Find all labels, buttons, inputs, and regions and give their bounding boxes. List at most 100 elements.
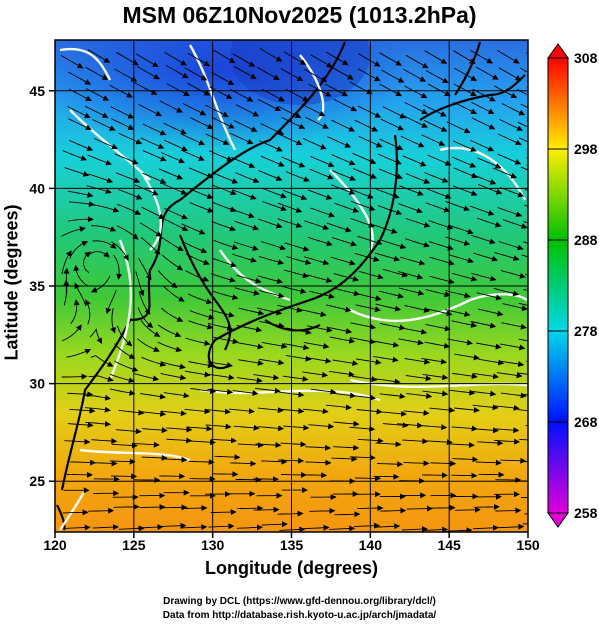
- streamline: [255, 442, 282, 448]
- streamline: [166, 426, 193, 433]
- streamline: [230, 460, 257, 467]
- streamline: [280, 441, 307, 448]
- streamline: [85, 299, 91, 325]
- streamline: [427, 188, 452, 200]
- streamline: [232, 390, 259, 396]
- streamline: [256, 66, 280, 80]
- streamline: [62, 509, 89, 516]
- streamline: [189, 310, 215, 320]
- streamline: [140, 137, 165, 149]
- streamline: [501, 103, 526, 116]
- streamline: [305, 459, 332, 466]
- streamline: [473, 503, 500, 510]
- streamline: [475, 66, 499, 80]
- streamline: [238, 359, 264, 366]
- streamline: [187, 82, 211, 96]
- streamline: [375, 441, 402, 448]
- streamline: [470, 50, 493, 64]
- streamline: [498, 360, 525, 367]
- streamline: [61, 226, 86, 237]
- streamline: [261, 521, 288, 528]
- streamline: [380, 507, 407, 514]
- streamline: [303, 524, 330, 531]
- streamline: [118, 132, 143, 145]
- streamline: [159, 100, 183, 113]
- streamline: [452, 140, 477, 152]
- streamline: [496, 372, 523, 379]
- streamline: [109, 388, 136, 396]
- streamline: [406, 505, 433, 512]
- streamline: [69, 407, 96, 414]
- streamline: [61, 373, 88, 380]
- streamline: [429, 256, 455, 266]
- streamline: [470, 139, 495, 152]
- streamline: [205, 423, 232, 430]
- streamline: [141, 427, 168, 434]
- streamline: [302, 104, 326, 117]
- streamline: [307, 274, 333, 283]
- streamline: [520, 166, 528, 171]
- map-title: MSM 06Z10Nov2025 (1013.2hPa): [122, 2, 477, 28]
- streamline: [180, 149, 205, 161]
- streamline: [105, 289, 117, 315]
- streamline: [256, 307, 283, 316]
- streamline: [310, 155, 335, 168]
- streamline: [406, 392, 433, 399]
- streamline: [109, 373, 135, 384]
- streamline: [234, 220, 260, 231]
- x-axis-label: Longitude (degrees): [204, 558, 378, 578]
- streamline: [67, 216, 94, 223]
- streamline: [519, 438, 528, 441]
- streamline: [375, 188, 400, 199]
- streamline: [166, 83, 190, 96]
- streamline: [211, 220, 236, 232]
- streamline: [405, 217, 431, 228]
- streamline: [357, 235, 383, 246]
- streamline: [284, 242, 310, 252]
- streamline: [500, 270, 526, 279]
- colorbar-tick-label: 298: [574, 141, 598, 157]
- streamline: [64, 438, 91, 445]
- streamline: [430, 460, 457, 467]
- streamline: [451, 320, 478, 328]
- streamline: [278, 457, 305, 464]
- streamline: [517, 409, 528, 412]
- x-tick-label: 120: [43, 537, 67, 553]
- streamline: [310, 388, 337, 395]
- streamline: [110, 106, 135, 119]
- streamline: [449, 389, 476, 396]
- streamline: [230, 89, 254, 102]
- streamline: [285, 171, 310, 182]
- streamline: [427, 154, 452, 166]
- streamline: [66, 348, 92, 358]
- streamline: [161, 307, 184, 322]
- streamline: [233, 424, 260, 431]
- colorbar-min-arrow: [547, 512, 569, 528]
- streamline: [93, 137, 118, 150]
- streamline: [448, 224, 474, 235]
- streamline: [525, 425, 528, 427]
- streamline: [502, 303, 528, 312]
- streamline: [522, 288, 528, 292]
- streamline: [164, 207, 188, 220]
- streamline: [184, 408, 211, 415]
- streamline: [163, 286, 185, 302]
- streamline: [70, 299, 80, 325]
- streamline: [357, 105, 382, 118]
- streamline: [117, 203, 142, 215]
- streamline: [236, 524, 263, 531]
- streamline: [470, 390, 497, 397]
- streamline: [493, 427, 520, 434]
- streamline: [238, 307, 265, 316]
- streamline: [110, 308, 116, 334]
- streamline: [429, 407, 456, 414]
- streamline: [142, 150, 167, 162]
- streamline: [84, 406, 111, 413]
- streamline: [401, 327, 428, 335]
- streamline: [305, 357, 332, 364]
- streamline: [109, 458, 136, 465]
- streamline: [381, 239, 407, 250]
- streamline: [356, 408, 383, 415]
- streamline: [352, 168, 378, 179]
- streamline: [475, 459, 502, 466]
